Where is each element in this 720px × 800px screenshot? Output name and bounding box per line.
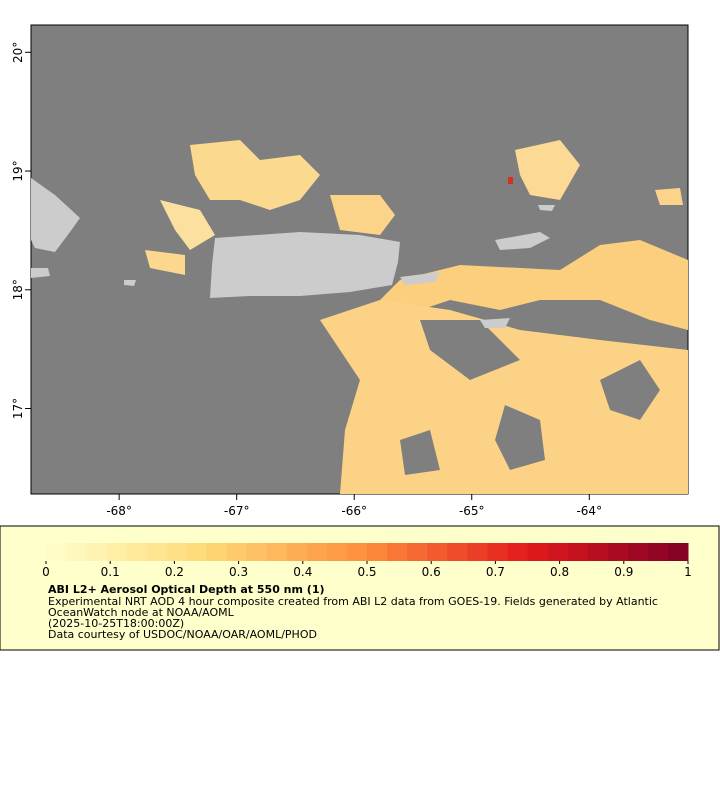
y-tick-label: 20° (11, 42, 25, 63)
colorbar-tick-label: 0.3 (229, 565, 248, 579)
colorbar-swatch (367, 543, 388, 561)
colorbar-swatch (447, 543, 468, 561)
colorbar-tick-label: 0.4 (293, 565, 312, 579)
y-tick-label: 19° (11, 160, 25, 181)
colorbar-swatch (186, 543, 207, 561)
colorbar-swatch (326, 543, 348, 561)
x-tick-label: -65° (459, 504, 485, 518)
x-tick-label: -67° (224, 504, 250, 518)
colorbar-swatch (86, 543, 107, 561)
colorbar-tick-label: 0.7 (486, 565, 505, 579)
caption-line: (2025-10-25T18:00:00Z) (48, 617, 184, 630)
colorbar-tick-label: 1 (684, 565, 692, 579)
colorbar-swatch (226, 543, 248, 561)
colorbar-swatch (206, 543, 228, 561)
caption-line: Experimental NRT AOD 4 hour composite cr… (48, 595, 658, 608)
colorbar-tick-label: 0.9 (614, 565, 633, 579)
colorbar-swatch (407, 543, 428, 561)
colorbar-swatch (246, 543, 268, 561)
colorbar-swatch (126, 543, 147, 561)
colorbar-swatch (507, 543, 528, 561)
colorbar-swatch (46, 543, 67, 561)
colorbar-swatch (527, 543, 549, 561)
colorbar-swatch (387, 543, 408, 561)
land (31, 178, 555, 328)
colorbar-tick-label: 0.2 (165, 565, 184, 579)
colorbar-swatch (146, 543, 167, 561)
colorbar-swatch (667, 543, 689, 561)
colorbar-swatch (647, 543, 669, 561)
colorbar-swatch (487, 543, 508, 561)
colorbar-swatch (66, 543, 87, 561)
caption-line: OceanWatch node at NOAA/AOML (48, 606, 235, 619)
colorbar-swatch (547, 543, 569, 561)
y-tick-label: 17° (11, 398, 25, 419)
colorbar-swatch (266, 543, 288, 561)
caption-line: Data courtesy of USDOC/NOAA/OAR/AOML/PHO… (48, 628, 317, 641)
colorbar-swatch (306, 543, 328, 561)
colorbar-swatch (106, 543, 127, 561)
colorbar-tick-label: 0.5 (357, 565, 376, 579)
aerosol (145, 140, 688, 494)
colorbar-swatch (286, 543, 308, 561)
colorbar-swatch (607, 543, 629, 561)
colorbar-swatch (567, 543, 589, 561)
colorbar-tick-label: 0.6 (422, 565, 441, 579)
colorbar-tick-label: 0.8 (550, 565, 569, 579)
caption-title: ABI L2+ Aerosol Optical Depth at 550 nm … (48, 583, 325, 596)
colorbar-swatch (346, 543, 368, 561)
colorbar-swatch (166, 543, 187, 561)
colorbar-swatch (627, 543, 649, 561)
colorbar-swatch (427, 543, 448, 561)
colorbar-swatch (587, 543, 609, 561)
colorbar-swatch (467, 543, 488, 561)
x-tick-label: -66° (341, 504, 367, 518)
colorbar-tick-label: 0.1 (101, 565, 120, 579)
y-tick-label: 18° (11, 279, 25, 300)
x-tick-label: -64° (576, 504, 602, 518)
aerosol-pixel (508, 177, 513, 184)
x-tick-label: -68° (106, 504, 132, 518)
colorbar-tick-label: 0 (42, 565, 50, 579)
